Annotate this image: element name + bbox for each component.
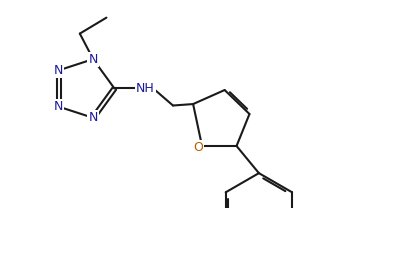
Text: N: N <box>88 111 98 124</box>
Text: N: N <box>54 100 63 113</box>
Text: O: O <box>193 141 203 154</box>
Text: N: N <box>54 64 63 77</box>
Text: N: N <box>88 53 98 66</box>
Text: NH: NH <box>136 82 155 95</box>
